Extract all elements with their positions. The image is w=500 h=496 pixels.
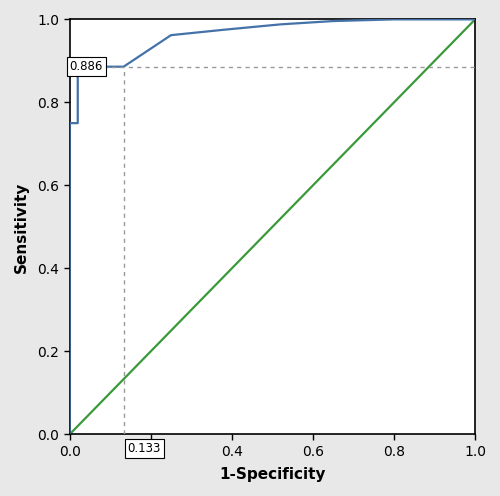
X-axis label: 1-Specificity: 1-Specificity <box>219 467 326 482</box>
Text: 0.886: 0.886 <box>70 60 103 73</box>
Y-axis label: Sensitivity: Sensitivity <box>14 181 29 273</box>
Text: 0.133: 0.133 <box>128 442 161 455</box>
